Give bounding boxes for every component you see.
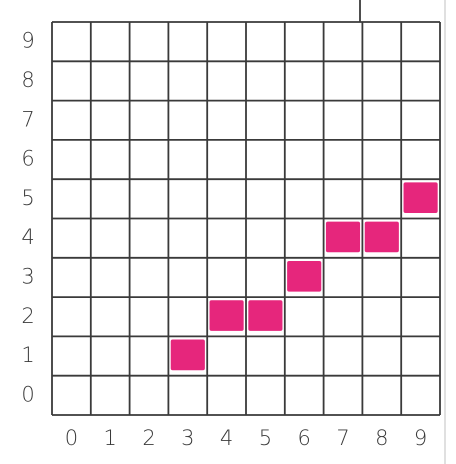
filled-cell — [248, 300, 282, 331]
y-tick-label: 9 — [21, 29, 34, 53]
x-tick-label: 7 — [336, 426, 349, 450]
y-tick-label: 1 — [21, 343, 34, 367]
x-tick-label: 5 — [259, 426, 272, 450]
y-tick-label: 0 — [21, 382, 34, 406]
filled-cell — [210, 300, 244, 331]
y-tick-label: 7 — [21, 107, 34, 131]
y-tick-label: 6 — [21, 147, 34, 171]
x-tick-label: 3 — [181, 426, 194, 450]
x-tick-label: 2 — [142, 426, 155, 450]
filled-cell — [404, 182, 438, 213]
y-tick-label: 8 — [21, 68, 34, 92]
x-tick-label: 1 — [104, 426, 117, 450]
x-tick-label: 8 — [375, 426, 388, 450]
filled-cell — [326, 222, 360, 253]
filled-cell — [171, 340, 205, 371]
y-tick-label: 2 — [21, 304, 34, 328]
x-tick-label: 0 — [65, 426, 78, 450]
filled-cell — [287, 261, 321, 292]
y-tick-label: 3 — [21, 264, 34, 288]
x-tick-label: 9 — [414, 426, 427, 450]
filled-cell — [365, 222, 399, 253]
y-tick-label: 5 — [21, 186, 34, 210]
x-tick-label: 4 — [220, 426, 233, 450]
y-tick-label: 4 — [21, 225, 34, 249]
chart: 0 1 2 3 4 5 6 7 8 9 0 1 2 3 4 5 6 7 8 9 — [0, 0, 456, 464]
x-tick-label: 6 — [298, 426, 311, 450]
